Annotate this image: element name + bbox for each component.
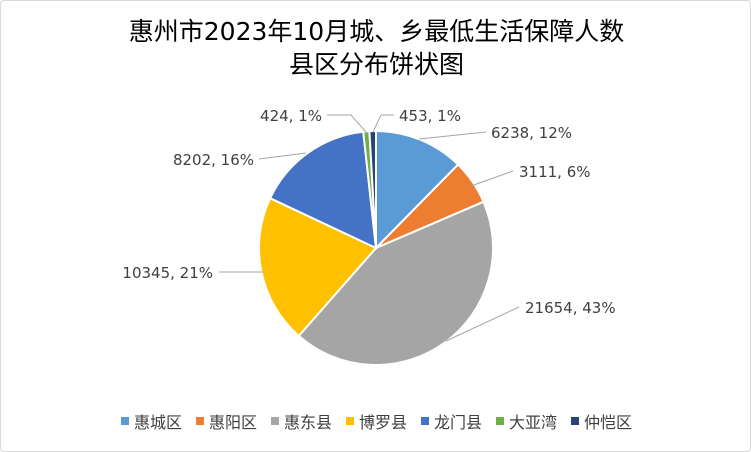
legend-item: 仲恺区 [571,409,632,433]
data-label: 8202, 16% [173,151,254,169]
leader-line [372,114,394,133]
chart-title-line-2: 县区分布饼状图 [288,50,464,79]
pie-slice-惠城区 [375,129,460,251]
leader-line [445,306,520,342]
legend-swatch [421,417,429,425]
data-label: 424, 1% [260,107,322,125]
pie-slice-龙门县 [268,130,378,250]
leader-line [327,114,367,133]
legend-label: 惠东县 [283,413,332,432]
leader-line [470,170,514,187]
legend-swatch [270,417,279,425]
legend-label: 博罗县 [358,413,407,432]
legend-label: 大亚湾 [509,413,558,432]
legend-label: 惠城区 [133,413,182,432]
legend: 惠城区 惠阳区 惠东县 博罗县 龙门县 大亚湾 仲恺区 [1,409,750,433]
pie-slice-仲恺区 [368,129,377,249]
legend-item: 惠东县 [270,409,332,433]
data-label: 21654, 43% [525,299,616,317]
legend-item: 大亚湾 [496,409,557,433]
leader-line [258,152,307,160]
legend-label: 惠阳区 [208,413,257,432]
data-label: 3111, 6% [519,163,591,181]
legend-item: 龙门县 [421,409,482,433]
legend-swatch [345,417,354,425]
leader-line [418,131,487,140]
data-label: 453, 1% [399,107,461,125]
legend-swatch [195,417,204,425]
chart-title: 惠州市2023年10月城、乡最低生活保障人数 县区分布饼状图 [1,15,750,81]
data-label: 6238, 12% [491,124,572,142]
chart-title-line-1: 惠州市2023年10月城、乡最低生活保障人数 [128,17,625,46]
legend-swatch [120,417,129,425]
legend-label: 仲恺区 [584,413,633,432]
pie-slice-惠东县 [297,200,494,366]
legend-swatch [496,417,505,425]
legend-swatch [571,417,580,425]
legend-item: 惠阳区 [195,409,257,433]
legend-item: 惠城区 [120,409,182,433]
legend-item: 博罗县 [345,409,407,433]
legend-label: 龙门县 [434,413,483,432]
data-label: 10345, 21% [122,264,213,282]
